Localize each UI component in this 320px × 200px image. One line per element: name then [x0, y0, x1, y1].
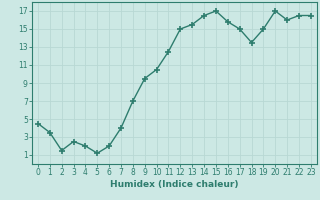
X-axis label: Humidex (Indice chaleur): Humidex (Indice chaleur) — [110, 180, 239, 189]
